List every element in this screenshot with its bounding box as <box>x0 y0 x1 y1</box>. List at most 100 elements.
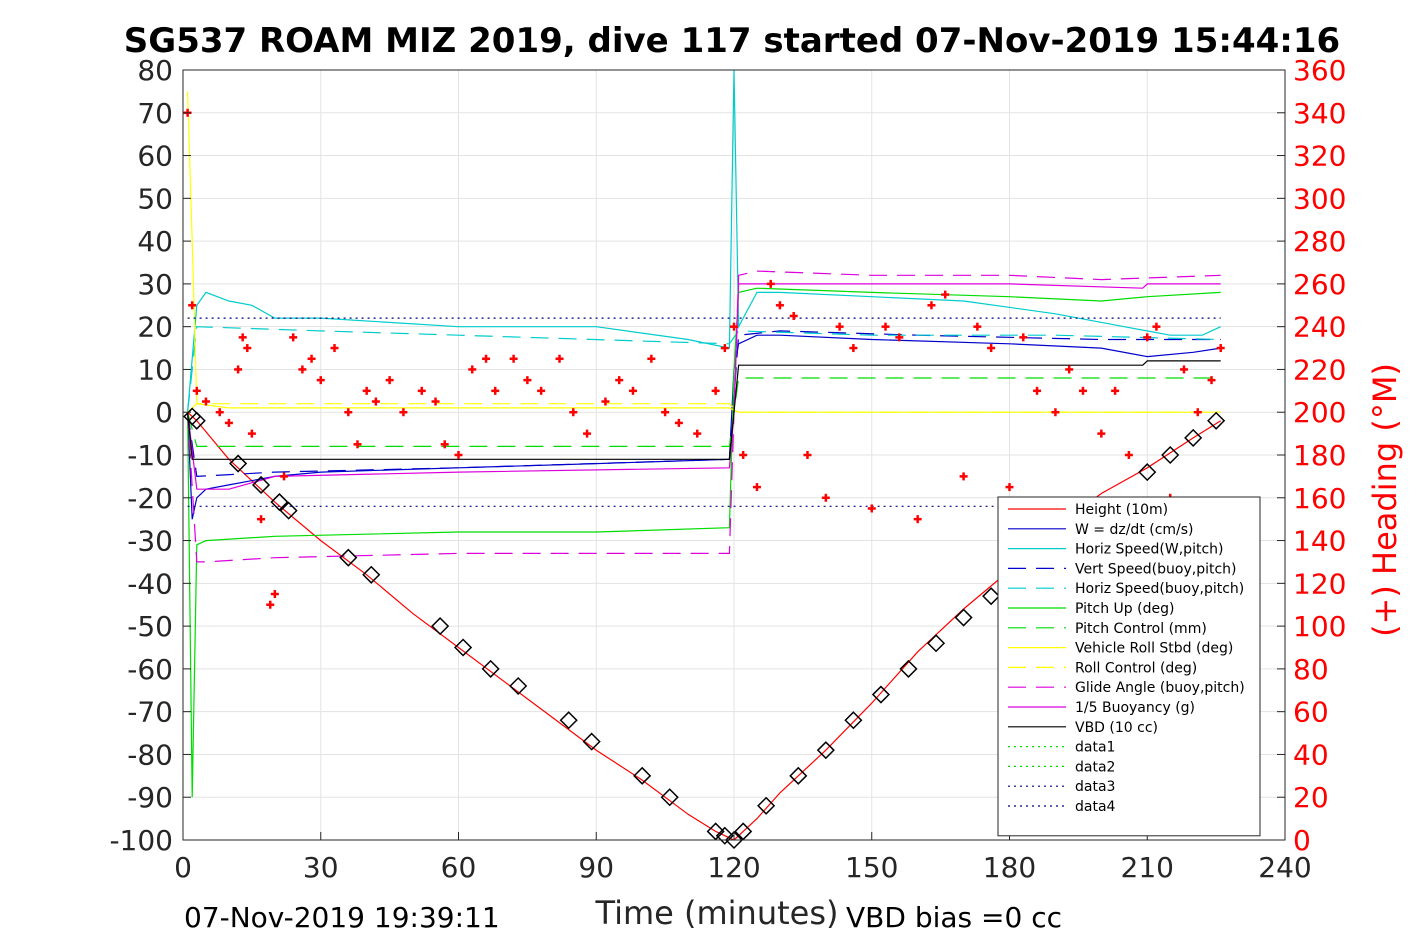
x-tick-label: 120 <box>707 851 760 884</box>
x-tick-label: 240 <box>1258 851 1311 884</box>
depth-marker <box>1138 463 1157 482</box>
y-right-tick-label: 260 <box>1293 268 1346 301</box>
y-right-tick-label: 240 <box>1293 311 1346 344</box>
heading-marker <box>371 397 380 406</box>
legend-entry: data3 <box>1075 779 1115 795</box>
heading-marker <box>583 429 592 438</box>
heading-marker <box>1111 386 1120 395</box>
legend-entry: data1 <box>1075 740 1115 756</box>
heading-marker <box>243 344 252 353</box>
y-tick-label: 10 <box>137 353 173 386</box>
heading-marker <box>867 504 876 513</box>
y-tick-label: 60 <box>137 140 173 173</box>
x-tick-label: 150 <box>845 851 898 884</box>
y-axis-left-ticks: -100-90-80-70-60-50-40-30-20-10010203040… <box>109 54 191 857</box>
heading-marker <box>661 408 670 417</box>
heading-marker <box>280 472 289 481</box>
heading-marker <box>1152 322 1161 331</box>
heading-marker <box>431 397 440 406</box>
depth-marker <box>509 676 528 696</box>
heading-marker <box>1179 365 1188 374</box>
y-tick-label: -80 <box>127 738 173 771</box>
legend-entry: Vert Speed(buoy,pitch) <box>1075 561 1237 577</box>
legend: Height (10m) W = dz/dt (cm/s) Horiz Speed(… <box>997 496 1261 837</box>
y-right-tick-label: 360 <box>1293 54 1346 87</box>
heading-marker <box>192 386 201 395</box>
heading-marker <box>491 386 500 395</box>
heading-marker <box>752 483 761 492</box>
heading-marker <box>247 429 256 438</box>
series-layer <box>187 69 1222 841</box>
y-tick-label: -20 <box>127 482 173 515</box>
heading-marker <box>468 365 477 374</box>
heading-marker <box>1216 344 1225 353</box>
y-right-tick-label: 80 <box>1293 653 1329 686</box>
heading-marker <box>1078 386 1087 395</box>
depth-marker <box>454 638 473 657</box>
depth-marker <box>633 766 652 785</box>
depth-marker <box>1161 445 1180 465</box>
y-right-tick-label: 60 <box>1293 696 1329 729</box>
depth-marker <box>706 822 725 841</box>
heading-marker <box>628 386 637 395</box>
heading-marker <box>188 301 197 310</box>
x-axis-ticks: 0 30 60 90 120 150 180 210 240 <box>174 832 1312 884</box>
heading-marker <box>1143 333 1152 342</box>
series-line-1 <box>187 334 1221 520</box>
heading-marker <box>270 590 279 599</box>
x-tick-label: 30 <box>303 851 339 884</box>
depth-marker <box>982 587 1001 606</box>
heading-marker <box>739 451 748 459</box>
heading-marker <box>881 322 890 331</box>
depth-marker <box>734 822 753 841</box>
heading-marker <box>959 472 968 481</box>
heading-marker <box>224 418 233 427</box>
heading-marker <box>720 344 729 353</box>
y-right-tick-label: 140 <box>1293 525 1346 558</box>
legend-entry: W = dz/dt (cm/s) <box>1075 522 1194 538</box>
y-right-tick-label: 120 <box>1293 567 1346 600</box>
depth-marker <box>251 475 271 495</box>
legend-entry: data4 <box>1075 799 1116 815</box>
heading-marker <box>399 408 408 417</box>
y-right-tick-label: 340 <box>1293 97 1346 130</box>
heading-marker <box>711 386 720 395</box>
depth-marker <box>431 617 450 636</box>
y-tick-label: 30 <box>137 268 173 301</box>
y-axis-right-ticks: 0 20 40 60 80 100 120 140 160 180 200 220 240 260 280 3… <box>1277 54 1346 857</box>
heading-marker <box>482 354 491 363</box>
depth-marker <box>229 454 248 473</box>
y-right-tick-label: 180 <box>1293 439 1346 472</box>
y-tick-label: 0 <box>155 396 173 429</box>
heading-marker <box>298 365 307 374</box>
heading-marker <box>789 311 798 320</box>
depth-marker <box>1207 411 1226 430</box>
legend-entry: Height (10m) <box>1075 502 1168 518</box>
legend-entry: Glide Angle (buoy,pitch) <box>1075 680 1245 696</box>
heading-marker <box>266 600 275 609</box>
depth-marker <box>1184 428 1203 447</box>
depth-marker <box>270 492 289 512</box>
y-right-tick-label: 280 <box>1293 225 1346 258</box>
y-axis-right-label: (+) Heading (°M) <box>1366 363 1404 637</box>
heading-marker <box>215 408 224 417</box>
heading-marker <box>775 301 784 310</box>
heading-marker <box>1033 386 1042 395</box>
heading-marker <box>601 397 610 406</box>
heading-marker <box>344 408 353 417</box>
y-right-tick-label: 200 <box>1293 396 1346 429</box>
heading-marker <box>537 386 546 395</box>
heading-marker <box>766 279 775 288</box>
legend-entry: Horiz Speed(W,pitch) <box>1075 542 1223 558</box>
heading-marker <box>440 440 449 449</box>
depth-marker <box>339 548 358 567</box>
y-tick-label: -60 <box>127 653 173 686</box>
legend-entry: Horiz Speed(buoy,pitch) <box>1075 581 1244 597</box>
heading-marker <box>1097 429 1106 438</box>
legend-entry: data2 <box>1075 759 1115 775</box>
y-right-tick-label: 0 <box>1293 824 1311 857</box>
depth-marker <box>362 565 381 584</box>
depth-marker <box>187 411 206 430</box>
heading-marker <box>803 451 812 459</box>
